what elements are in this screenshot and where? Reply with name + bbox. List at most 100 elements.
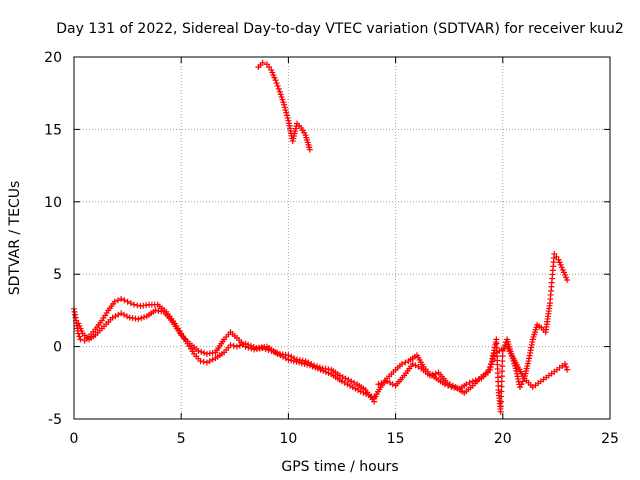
data-point [498,393,505,400]
data-point [245,344,252,351]
data-point [277,91,284,98]
data-point [472,377,479,384]
data-point [499,363,506,370]
data-point [463,381,470,388]
data-point [486,366,493,373]
data-point [489,358,496,365]
data-point [278,93,285,100]
data-point [426,372,433,379]
series-4 [375,343,571,396]
data-point [311,362,318,369]
data-point [489,356,496,363]
data-point [342,375,349,382]
y-tick-label: 10 [44,195,62,211]
data-point [118,295,125,302]
data-point [499,358,506,365]
data-point [282,107,289,114]
data-point [268,347,275,354]
data-point [345,376,352,383]
x-tick-label: 25 [601,431,619,447]
data-point [283,112,290,119]
data-point [77,336,84,343]
plot-frame [73,56,611,420]
data-point [498,383,505,390]
chart-title: Day 131 of 2022, Sidereal Day-to-day VTE… [56,21,624,37]
x-tick-label: 15 [387,431,405,447]
data-point [515,376,522,383]
data-point [402,359,409,366]
data-point [497,403,504,410]
data-point [259,345,266,352]
data-point [283,109,290,116]
data-point [271,348,278,355]
data-point [375,381,382,388]
data-point [561,360,568,367]
series-0 [71,295,378,401]
data-point [236,342,243,349]
data-point [273,80,280,87]
data-point [141,314,148,321]
data-point [200,358,207,365]
data-point [498,373,505,380]
x-tick-label: 0 [70,431,79,447]
series-2 [255,59,313,153]
data-point [499,353,506,360]
data-point [233,343,240,350]
data-point [564,366,571,373]
data-point [124,298,131,305]
data-point [121,311,128,318]
data-point [498,398,505,405]
data-point [275,85,282,92]
data-point [499,368,506,375]
data-point [112,313,119,320]
data-point [127,300,134,307]
data-point [206,358,213,365]
data-point [197,358,204,365]
data-point [230,342,237,349]
x-tick-labels: 0 5 10 15 20 25 [70,431,619,447]
y-tick-labels: -5 0 5 10 15 20 [44,50,62,428]
data-point [466,379,473,386]
data-point [487,364,494,371]
y-tick-label: 15 [44,122,62,138]
data-point [306,146,313,153]
x-axis-label: GPS time / hours [281,459,398,475]
data-point [498,378,505,385]
data-point [209,356,216,363]
data-point [514,373,521,380]
data-point [114,297,121,304]
data-point [201,349,208,356]
data-point [262,346,269,353]
data-point [276,88,283,95]
data-point [280,99,287,106]
data-point [121,297,128,304]
data-point [273,349,280,356]
data-point [497,408,504,415]
data-point [272,77,279,84]
data-point [563,363,570,370]
data-point [313,363,320,370]
data-point [281,104,288,111]
data-point [301,360,308,367]
data-point [412,362,419,369]
data-point [123,313,130,320]
y-tick-label: -5 [48,412,62,428]
data-point [339,374,346,381]
y-axis-label: SDTVAR / TECUs [7,181,23,296]
data-points [71,59,571,415]
data-point [203,359,210,366]
data-point [265,346,272,353]
data-point [242,343,249,350]
data-point [198,348,205,355]
data-point [351,379,358,386]
data-point [118,310,125,317]
data-point [279,96,286,103]
data-point [498,388,505,395]
data-point [378,380,385,387]
x-tick-label: 10 [279,431,297,447]
data-point [298,360,305,367]
data-point [248,345,255,352]
data-point [381,379,388,386]
data-point [432,370,439,377]
